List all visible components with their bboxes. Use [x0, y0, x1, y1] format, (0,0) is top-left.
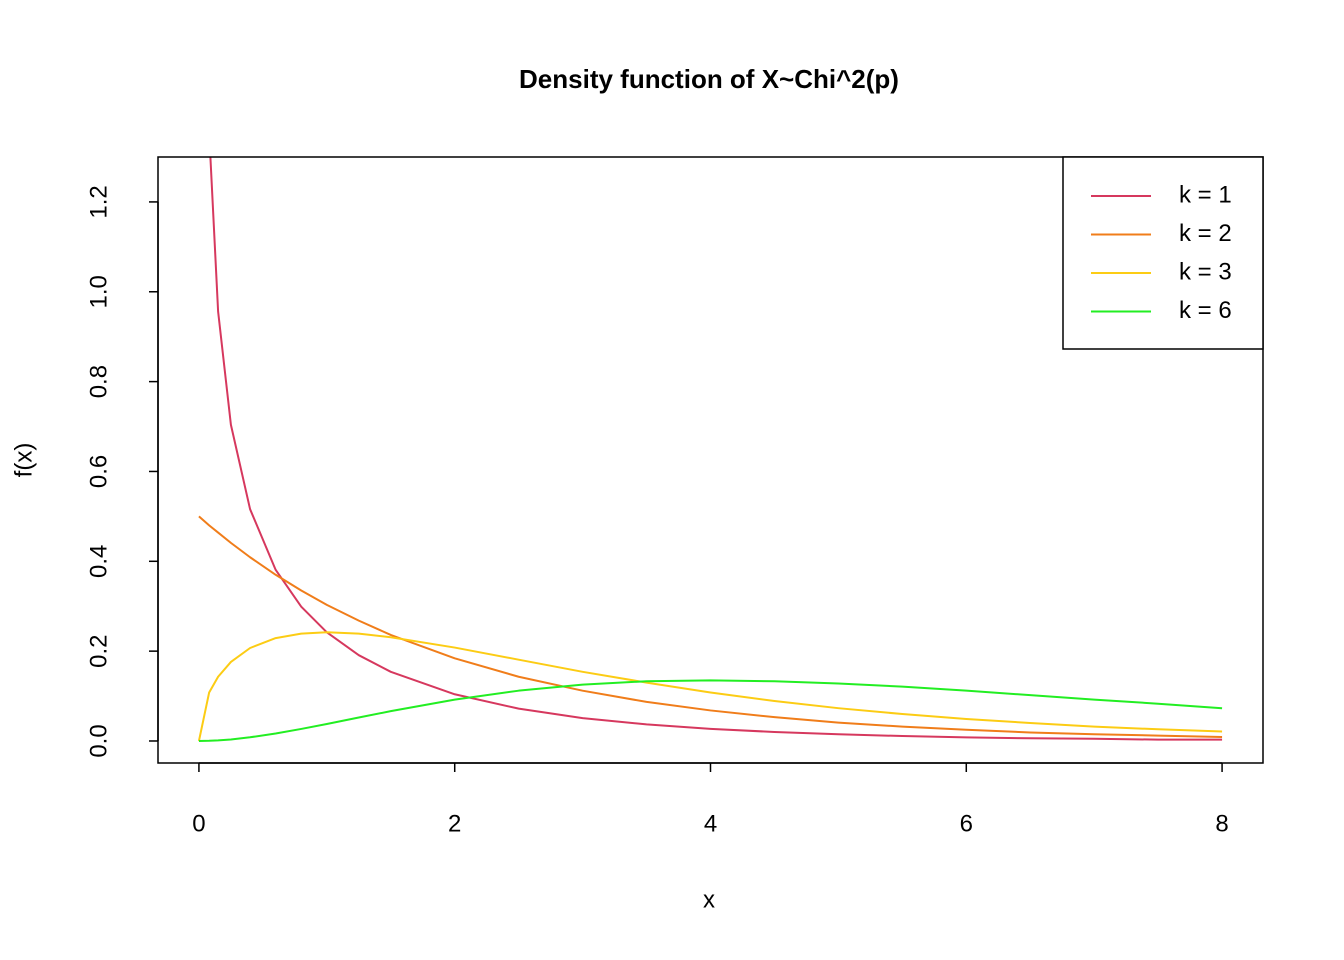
- x-tick-label: 4: [704, 810, 717, 837]
- legend-box: [1062, 156, 1264, 350]
- y-axis-title: f(x): [10, 443, 37, 478]
- x-axis-title: x: [703, 886, 715, 913]
- y-tick-label: 0.8: [85, 365, 112, 398]
- legend-label: k = 3: [1179, 258, 1232, 285]
- series-line: [198, 679, 1223, 742]
- chart-title: Density function of X~Chi^2(p): [519, 64, 899, 94]
- y-tick-label: 1.0: [85, 275, 112, 308]
- series-line: [209, 157, 1223, 741]
- y-tick-label: 0.2: [85, 634, 112, 667]
- x-tick-label: 8: [1215, 810, 1228, 837]
- series-line: [198, 515, 1223, 738]
- y-tick-label: 0.4: [85, 545, 112, 578]
- y-tick-label: 1.2: [85, 185, 112, 218]
- legend-label: k = 1: [1179, 181, 1232, 208]
- y-tick-label: 0.6: [85, 455, 112, 488]
- x-tick-label: 0: [192, 810, 205, 837]
- legend-label: k = 2: [1179, 220, 1232, 247]
- plot-lines: [197, 157, 1223, 742]
- x-tick-label: 6: [960, 810, 973, 837]
- y-tick-label: 0.0: [85, 724, 112, 757]
- series-line: [197, 631, 1223, 742]
- x-tick-label: 2: [448, 810, 461, 837]
- legend-label: k = 6: [1179, 297, 1232, 324]
